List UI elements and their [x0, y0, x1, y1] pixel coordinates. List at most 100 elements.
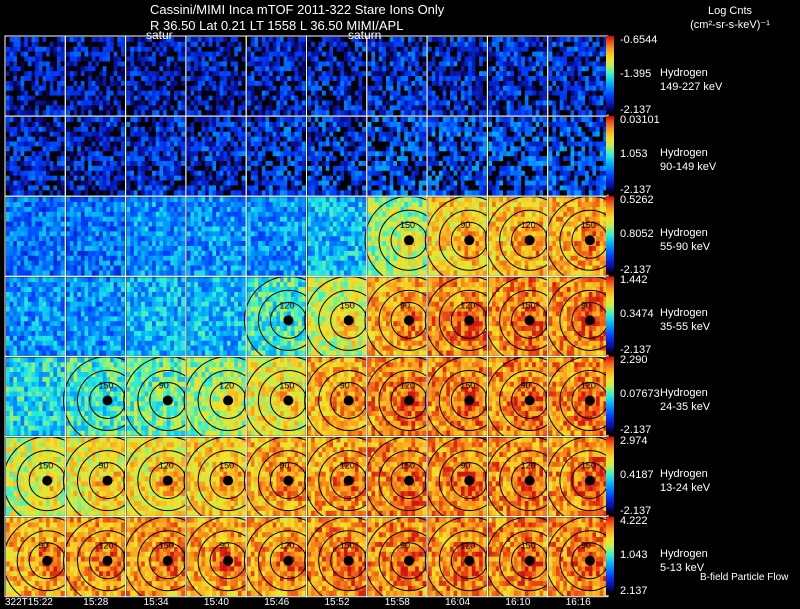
colorbar-segment: [606, 127, 614, 131]
colorbar-segment: [606, 67, 614, 70]
colorbar-segment: [606, 110, 614, 113]
colorbar-segment: [606, 118, 614, 121]
planet-marker: [464, 555, 475, 566]
colorbar-segment: [606, 57, 614, 60]
contour-label: 120: [521, 461, 536, 471]
colorbar-segment: [606, 102, 614, 105]
colorbar-max-label: 2.974: [620, 434, 648, 447]
heatmap-panel: 150: [545, 195, 635, 285]
colorbar-segment: [606, 579, 614, 582]
colorbar-max-label: 2.290: [620, 354, 648, 367]
colorbar-segment: [606, 47, 614, 51]
colorbar-segment: [606, 211, 614, 215]
colorbar-segment: [606, 479, 614, 482]
colorbar-segment: [606, 98, 614, 101]
colorbar-segment: [606, 325, 614, 328]
colorbar-segment: [606, 526, 614, 529]
heatmap-panel: 120: [485, 195, 575, 285]
planet-label-left: satur: [146, 28, 173, 42]
planet-marker: [102, 395, 113, 406]
planet-marker: [223, 555, 234, 566]
colorbar-segment: [606, 540, 614, 543]
colorbar-segment: [606, 92, 614, 95]
contour-label: 90: [400, 300, 410, 310]
planet-marker: [524, 395, 535, 406]
band-species-label: Hydrogen: [660, 547, 708, 560]
heatmap-panel: [306, 115, 368, 197]
colorbar-segment: [606, 270, 614, 273]
contour-label: 120: [340, 461, 355, 471]
colorbar-segment: [606, 96, 614, 99]
colorbar-segment: [606, 147, 614, 150]
colorbar-segment: [606, 575, 614, 578]
colorbar-units: Log Cnts (cm²-sr-s-keV)⁻¹: [665, 4, 795, 32]
colorbar-segment: [606, 405, 614, 408]
colorbar-segment: [606, 506, 614, 510]
colorbar-segment: [606, 256, 614, 260]
colorbar-segment: [606, 510, 614, 514]
heatmap-panel: 90: [424, 195, 514, 285]
colorbar-segment: [606, 100, 614, 103]
time-tick-label: 322T15:22: [5, 597, 53, 608]
colorbar-segment: [606, 202, 614, 205]
colorbar-segment: [606, 63, 614, 66]
colorbar-max-label: 1.442: [620, 274, 648, 287]
heatmap-panel: 120: [424, 275, 514, 365]
colorbar-segment: [606, 571, 614, 574]
colorbar-segment: [606, 512, 614, 515]
colorbar-max-label: -0.6544: [620, 34, 658, 46]
planet-marker: [162, 475, 173, 486]
colorbar-segment: [606, 330, 614, 334]
colorbar-segment: [606, 387, 614, 390]
colorbar-segment: [606, 309, 614, 312]
heatmap-panel: 150: [304, 516, 394, 606]
colorbar-segment: [606, 403, 614, 406]
colorbar-segment: [606, 69, 614, 72]
colorbar-segment: [606, 582, 614, 586]
colorbar-segment: [606, 217, 614, 221]
contour-label: 150: [581, 461, 596, 471]
contour-label: 150: [159, 541, 174, 551]
contour-label: 90: [38, 541, 48, 551]
colorbar-segment: [606, 166, 614, 170]
planet-marker: [584, 395, 595, 406]
colorbar-segment: [606, 565, 614, 568]
contour-label: 150: [521, 541, 536, 551]
colorbar-segment: [606, 51, 614, 54]
colorbar-segment: [606, 461, 614, 465]
heatmap-panel: 150: [485, 275, 575, 365]
colorbar-segment: [606, 303, 614, 306]
colorbar-segment: [606, 485, 614, 488]
heatmap-panel: [486, 35, 549, 117]
contour-label: 90: [460, 220, 470, 230]
colorbar-segment: [606, 215, 614, 219]
contour-label: 150: [99, 380, 114, 390]
contour-line: [559, 370, 621, 431]
colorbar-segment: [606, 174, 614, 178]
colorbar-segment: [606, 133, 614, 137]
colorbar-segment: [606, 264, 614, 267]
planet-marker: [584, 555, 595, 566]
colorbar-segment: [606, 450, 614, 453]
colorbar-segment: [606, 258, 614, 262]
planet-label-right: saturn: [348, 28, 382, 42]
colorbar-segment: [606, 491, 614, 494]
colorbar-segment: [606, 297, 614, 301]
colorbar-segment: [606, 473, 614, 476]
colorbar-segment: [606, 413, 614, 416]
colorbar-segment: [606, 129, 614, 133]
colorbar-segment: [606, 420, 614, 424]
colorbar-segment: [606, 162, 614, 166]
heatmap-panel: [185, 115, 247, 197]
colorbar-segment: [606, 241, 614, 244]
heatmap-panel: [426, 35, 488, 117]
colorbar-segment: [606, 362, 614, 365]
colorbar-segment: [606, 407, 614, 410]
colorbar-segment: [606, 301, 614, 305]
time-tick-label: 16:16: [565, 597, 591, 608]
colorbar-segment: [606, 385, 614, 389]
colorbar-segment: [606, 291, 614, 295]
colorbar-segment: [606, 207, 614, 211]
heatmap-panel: 120: [364, 355, 454, 445]
